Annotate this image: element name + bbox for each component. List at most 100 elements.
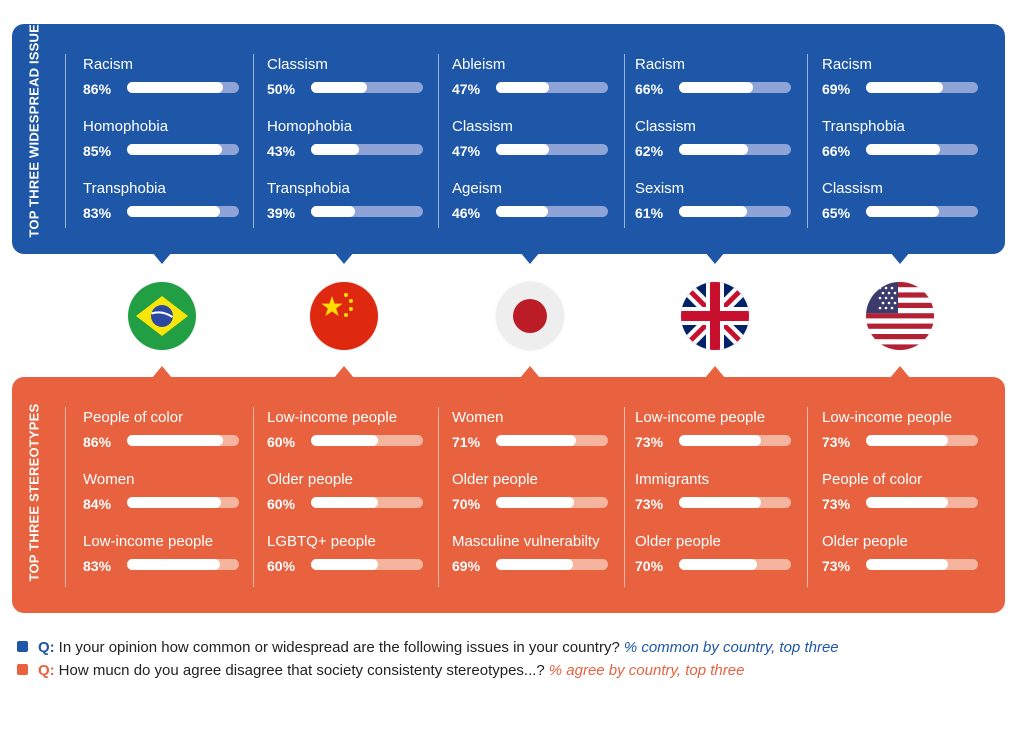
bar-label: LGBTQ+ people xyxy=(267,533,376,550)
bar-fill xyxy=(127,559,220,570)
column-divider xyxy=(438,54,439,228)
bar-track xyxy=(866,559,978,570)
bar-value-label: 50% xyxy=(267,81,296,97)
bar-value-label: 47% xyxy=(452,143,481,159)
bar-track xyxy=(311,497,423,508)
bar-fill xyxy=(127,206,220,217)
column-divider xyxy=(624,407,625,587)
bar-value-label: 60% xyxy=(267,558,296,574)
bar-label: Classism xyxy=(267,56,328,73)
orange-pointer xyxy=(334,366,354,378)
blue-pointer xyxy=(890,252,910,264)
bar-label: Masculine vulnerabilty xyxy=(452,533,600,550)
legend-swatch-blue xyxy=(17,641,28,652)
stereotypes-bar-item: Older people 73% xyxy=(822,533,992,587)
blue-pointer xyxy=(334,252,354,264)
stereotypes-bar-item: Women 71% xyxy=(452,409,622,463)
bar-label: Classism xyxy=(635,118,696,135)
issues-bar-item: Sexism 61% xyxy=(635,180,805,234)
bar-fill xyxy=(311,144,359,155)
bar-track xyxy=(496,206,608,217)
bar-fill xyxy=(496,559,573,570)
bar-label: Transphobia xyxy=(83,180,166,197)
legend-q-label: Q: xyxy=(38,639,55,656)
china-flag-icon xyxy=(310,282,378,350)
legend-swatch-orange xyxy=(17,664,28,675)
bar-value-label: 69% xyxy=(822,81,851,97)
bar-label: Older people xyxy=(267,471,353,488)
bar-label: Women xyxy=(83,471,135,488)
bar-track xyxy=(127,435,239,446)
bar-track xyxy=(679,144,791,155)
usa-flag-icon xyxy=(866,282,934,350)
bar-fill xyxy=(679,497,761,508)
bar-fill xyxy=(866,559,948,570)
bar-label: Homophobia xyxy=(267,118,353,135)
bar-value-label: 73% xyxy=(822,434,851,450)
bar-label: Homophobia xyxy=(83,118,169,135)
widespread-issues-title: TOP THREE WIDESPREAD ISSUES xyxy=(26,15,42,238)
stereotypes-bar-item: Women 84% xyxy=(83,471,253,525)
legend-row-issues: Q: In your opinion how common or widespre… xyxy=(17,639,839,659)
bar-value-label: 86% xyxy=(83,81,112,97)
bar-track xyxy=(866,82,978,93)
bar-value-label: 43% xyxy=(267,143,296,159)
bar-label: Low-income people xyxy=(83,533,214,550)
bar-value-label: 61% xyxy=(635,205,664,221)
orange-pointer xyxy=(152,366,172,378)
bar-fill xyxy=(311,497,378,508)
bar-value-label: 83% xyxy=(83,205,112,221)
issues-bar-item: Homophobia 43% xyxy=(267,118,437,172)
issues-bar-item: Ableism 47% xyxy=(452,56,622,110)
bar-value-label: 73% xyxy=(635,496,664,512)
bar-value-label: 66% xyxy=(822,143,851,159)
bar-track xyxy=(496,82,608,93)
legend-note: % common by country, top three xyxy=(623,639,839,656)
bar-label: Transphobia xyxy=(267,180,350,197)
bar-value-label: 83% xyxy=(83,558,112,574)
uk-flag-icon xyxy=(681,282,749,350)
bar-track xyxy=(679,206,791,217)
bar-track xyxy=(679,497,791,508)
stereotypes-column-3: Women 71% Older people 70% Masculine vulnera… xyxy=(452,377,617,613)
bar-track xyxy=(311,435,423,446)
bar-track xyxy=(866,144,978,155)
bar-label: Women xyxy=(452,409,504,426)
bar-label: Classism xyxy=(822,180,883,197)
bar-fill xyxy=(496,206,548,217)
bar-fill xyxy=(866,144,940,155)
bar-fill xyxy=(496,82,549,93)
bar-fill xyxy=(679,144,748,155)
stereotypes-bar-item: Older people 70% xyxy=(635,533,805,587)
stereotypes-bar-item: Low-income people 73% xyxy=(822,409,992,463)
bar-label: Immigrants xyxy=(635,471,710,488)
bar-track xyxy=(866,435,978,446)
stereotypes-bar-item: Immigrants 73% xyxy=(635,471,805,525)
bar-track xyxy=(496,497,608,508)
bar-track xyxy=(311,144,423,155)
stereotypes-bar-item: Low-income people 83% xyxy=(83,533,253,587)
stereotypes-column-4: Low-income people 73% Immigrants 73% Older p… xyxy=(635,377,800,613)
stereotypes-bar-item: People of color 73% xyxy=(822,471,992,525)
bar-value-label: 66% xyxy=(635,81,664,97)
bar-fill xyxy=(679,559,757,570)
bar-label: Ableism xyxy=(452,56,506,73)
stereotypes-bar-item: Low-income people 60% xyxy=(267,409,437,463)
bar-track xyxy=(679,435,791,446)
bar-fill xyxy=(311,206,355,217)
legend-question: How mucn do you agree disagree that soci… xyxy=(58,662,545,679)
bar-fill xyxy=(311,82,367,93)
legend-question: In your opinion how common or widespread… xyxy=(58,639,620,656)
bar-fill xyxy=(679,435,761,446)
stereotypes-column-1: People of color 86% Women 84% Low-income peo… xyxy=(83,377,248,613)
stereotypes-bar-item: Older people 60% xyxy=(267,471,437,525)
stereotypes-bar-item: Low-income people 73% xyxy=(635,409,805,463)
bar-label: Racism xyxy=(822,56,873,73)
bar-fill xyxy=(127,82,223,93)
bar-value-label: 73% xyxy=(822,558,851,574)
issues-bar-item: Transphobia 39% xyxy=(267,180,437,234)
bar-value-label: 70% xyxy=(635,558,664,574)
bar-track xyxy=(127,497,239,508)
bar-value-label: 46% xyxy=(452,205,481,221)
bar-value-label: 86% xyxy=(83,434,112,450)
